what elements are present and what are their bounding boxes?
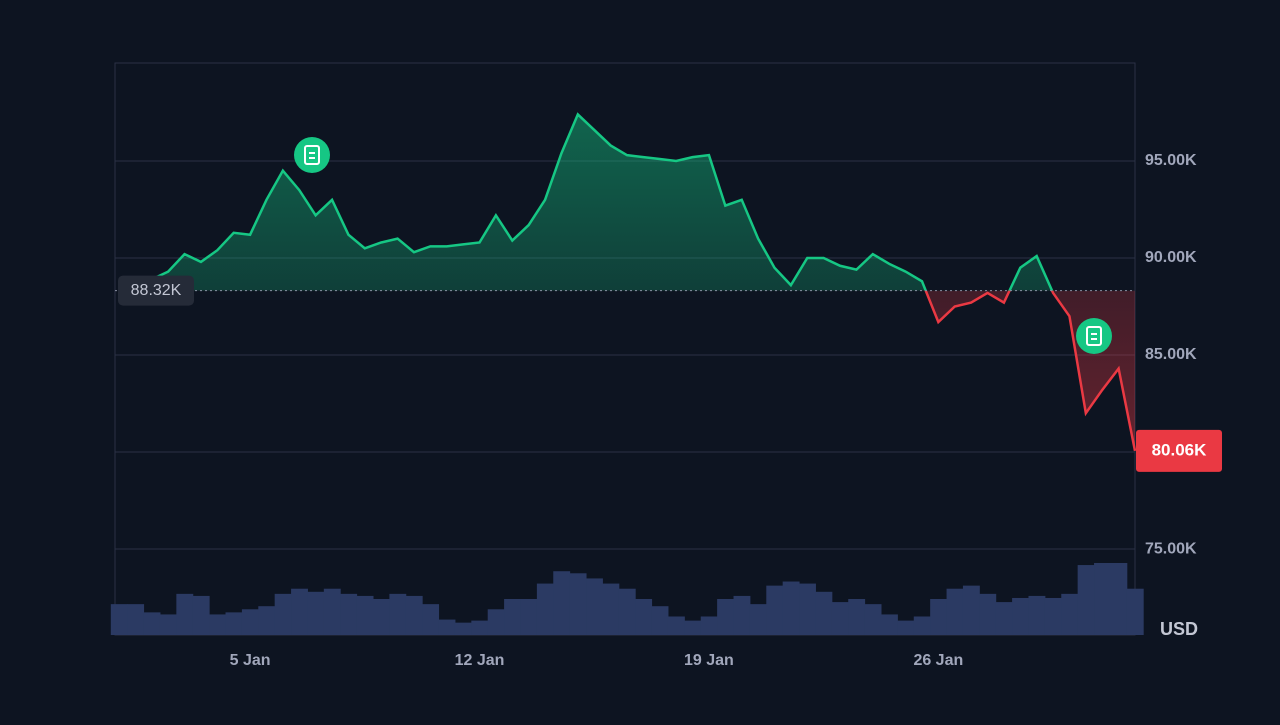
volume-bar (651, 606, 669, 635)
volume-bar (700, 616, 718, 635)
line-down (118, 290, 1137, 452)
volume-bar (1044, 597, 1062, 635)
y-tick-label: 75.00K (1145, 540, 1197, 557)
price-label: 80.06K (1152, 440, 1208, 459)
volume-bar (553, 571, 571, 635)
y-tick-label: 95.00K (1145, 152, 1197, 169)
baseline-label: 88.32K (131, 282, 182, 299)
volume-bar (815, 591, 833, 635)
price-label-box (1136, 429, 1222, 472)
volume-bar (127, 604, 145, 635)
volume-bar (209, 614, 227, 635)
volume-bar (1126, 588, 1144, 635)
x-tick-label: 5 Jan (230, 652, 271, 669)
volume-bar (1012, 597, 1029, 635)
x-tick-label: 19 Jan (684, 652, 734, 669)
volume-bar (913, 616, 931, 635)
volume-bar (192, 595, 210, 635)
volume-bar (291, 588, 308, 635)
volume-bar (618, 588, 636, 635)
volume-bar (373, 599, 390, 635)
volume-bar (1110, 563, 1128, 635)
volume-bar (356, 595, 374, 635)
volume-bar (110, 604, 128, 635)
volume-bar (471, 620, 489, 635)
volume-bar (389, 593, 407, 635)
volume-bar (422, 604, 440, 635)
area-up (119, 114, 1135, 291)
volume-bar (454, 622, 472, 635)
volume-bar (684, 620, 702, 635)
volume-bar (340, 593, 358, 635)
volume-bar (1077, 565, 1095, 635)
volume-bar (176, 593, 194, 635)
volume-bar (241, 609, 259, 635)
volume-bar (536, 583, 554, 635)
unit-label: USD (1160, 619, 1198, 639)
volume-bar (979, 593, 997, 635)
volume-bar (405, 595, 423, 635)
annotation-icon[interactable] (294, 137, 330, 173)
volume-bar (323, 588, 341, 635)
volume-bar (258, 606, 276, 635)
volume-bar (586, 578, 603, 635)
volume-bar (848, 599, 866, 635)
volume-bar (897, 620, 915, 635)
volume-bar (602, 583, 620, 635)
volume-bar (569, 573, 587, 635)
volume-bar (225, 612, 243, 635)
volume-bar (487, 609, 505, 635)
line-up (125, 112, 1054, 291)
volume-bar (717, 599, 735, 635)
volume-bar (504, 599, 521, 635)
volume-bar (930, 599, 948, 635)
y-tick-label: 85.00K (1145, 346, 1197, 363)
volume-bar (766, 585, 784, 635)
volume-bar (1028, 595, 1046, 635)
volume-bar (667, 616, 685, 635)
volume-bar (831, 602, 849, 635)
volume-bar (520, 599, 538, 635)
volume-bar (438, 619, 456, 635)
y-tick-label: 90.00K (1145, 249, 1197, 266)
volume-bar (1094, 563, 1111, 635)
x-tick-label: 26 Jan (913, 652, 963, 669)
volume-bar (782, 581, 800, 635)
volume-bar (733, 595, 751, 635)
volume-bar (946, 588, 964, 635)
baseline-label-box (118, 275, 194, 306)
volume-bar (749, 604, 767, 635)
x-tick-label: 12 Jan (455, 652, 505, 669)
annotation-icon[interactable] (1076, 318, 1112, 354)
volume-bar (864, 604, 882, 635)
volume-bar (799, 583, 816, 635)
volume-bar (159, 614, 177, 635)
volume-bar (962, 585, 980, 635)
volume-bar (995, 602, 1013, 635)
volume-bar (881, 614, 898, 635)
volume-bar (274, 593, 292, 635)
volume-bar (1061, 593, 1079, 635)
volume-bar (143, 612, 161, 635)
volume-bar (307, 591, 325, 635)
volume-bar (635, 599, 653, 635)
